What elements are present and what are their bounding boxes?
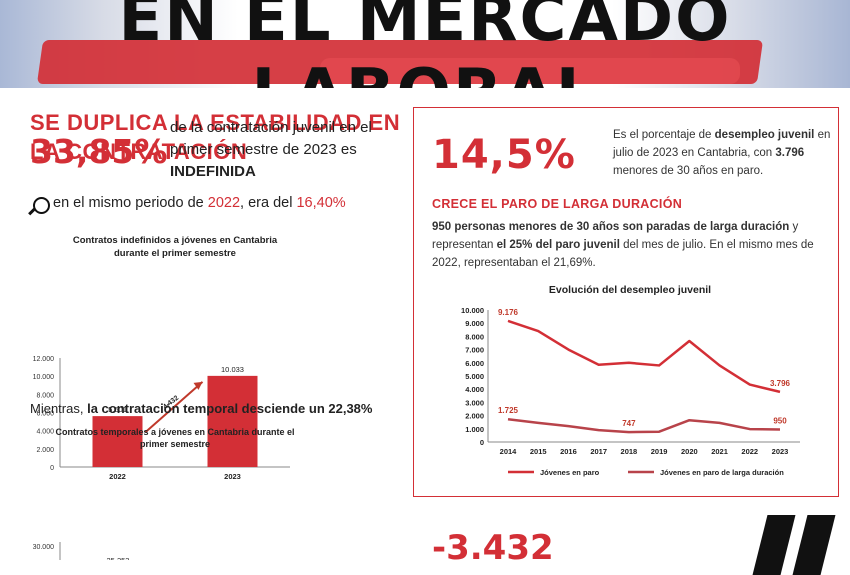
chart-temporales: 30.000 25.253 — [33, 542, 130, 560]
data-label: 5.601 — [108, 405, 127, 414]
growth-arrow — [144, 381, 204, 433]
quote-mark-icon — [792, 515, 836, 575]
y-tick-label: 1.000 — [465, 425, 484, 434]
stat-text-a: de la contratación juvenil en el primer … — [170, 119, 372, 158]
data-label: 3.796 — [770, 379, 791, 388]
chart-indefinidos: 0 2.000 4.000 6.000 8.000 10.000 12.000 5.601 20… — [33, 356, 290, 480]
y-tick-label: 2.000 — [36, 447, 54, 454]
stat-text: de la contratación juvenil en el primer … — [170, 117, 410, 183]
compare-value: 16,40% — [296, 195, 346, 211]
x-tick-label: 2019 — [651, 447, 668, 456]
unemployment-panel — [413, 107, 839, 497]
compare-a: en el mismo periodo de — [53, 195, 204, 211]
desempleo-text: Es el porcentaje de desempleo juvenil en… — [613, 126, 843, 180]
quote-mark-icon — [752, 515, 796, 575]
x-tick-label: 2014 — [500, 447, 518, 456]
x-tick-label: 2016 — [560, 447, 577, 456]
compare-year: 2022 — [207, 195, 241, 211]
mientras-a: Mientras, — [30, 401, 84, 416]
x-tick-label: 2023 — [224, 472, 241, 480]
data-label: 9.176 — [498, 308, 519, 317]
bar — [207, 375, 258, 467]
headline: SE DUPLICA LA ESTABILIDAD EN LA CONTRATA… — [30, 110, 401, 164]
stat-text-b: INDEFINIDA — [170, 163, 256, 180]
stat-indefinida: 33,85% — [30, 132, 168, 171]
y-tick-label: 8.000 — [465, 332, 484, 341]
y-tick-label: 3.000 — [465, 398, 484, 407]
x-tick-label: 2022 — [741, 447, 758, 456]
series-line — [507, 319, 781, 394]
chart2-title: Contratos temporales a jóvenes en Cantab… — [55, 427, 295, 449]
stat-bottom: -3.432 — [432, 528, 554, 568]
y-tick-label: 8.000 — [36, 392, 54, 399]
bar — [92, 416, 143, 467]
x-tick-label: 2020 — [681, 447, 698, 456]
x-tick-label: 2023 — [772, 447, 789, 456]
para-c: el 25% del paro juvenil — [496, 239, 620, 251]
left-column: SE DUPLICA LA ESTABILIDAD EN LA CONTRATA… — [0, 88, 410, 560]
compare-b: , era del — [240, 195, 293, 211]
y-tick-label: 30.000 — [33, 544, 55, 551]
mientras-text: Mientras, la contratación temporal desci… — [30, 401, 372, 416]
y-tick-label: 5.000 — [465, 372, 484, 381]
para-a: 950 personas menores de 30 años son para… — [432, 221, 790, 233]
desempleo-a: Es el porcentaje de — [613, 129, 712, 141]
data-label: 950 — [773, 416, 787, 425]
desempleo-b: desempleo juvenil — [714, 129, 815, 141]
y-tick-label: 4.000 — [36, 429, 54, 436]
mientras-b: la contratación temporal desciende un 22… — [87, 401, 373, 416]
page-title: EN EL MERCADO LABORAL — [118, 0, 732, 88]
y-tick-label: 0 — [50, 465, 54, 472]
y-tick-label: 0 — [480, 438, 484, 447]
data-label: 10.033 — [221, 365, 244, 374]
para-d: del mes de julio. En el mismo mes de 202… — [432, 239, 814, 269]
data-label: 25.253 — [107, 556, 130, 560]
desempleo-d: 3.796 — [775, 147, 805, 159]
y-tick-label: 4.000 — [465, 385, 484, 394]
y-tick-label: 10.000 — [461, 306, 484, 315]
title-banner: EN EL MERCADO LABORAL — [0, 0, 850, 88]
para-b: y representan — [432, 221, 799, 251]
desempleo-c: en julio de 2023 en Cantabria, con — [613, 129, 831, 159]
growth-arrow-head — [193, 381, 203, 390]
brush-stroke — [320, 58, 740, 84]
x-tick-label: 2018 — [621, 447, 638, 456]
compare-text: en el mismo periodo de 2022, era del 16,… — [53, 195, 346, 211]
data-label: 747 — [622, 419, 636, 428]
y-tick-label: 9.000 — [465, 319, 484, 328]
y-tick-label: 6.000 — [36, 411, 54, 418]
legend-label: Jóvenes en paro — [540, 468, 600, 477]
x-tick-label: 2017 — [590, 447, 607, 456]
stat-desempleo: 14,5% — [432, 132, 576, 178]
y-tick-label: 6.000 — [465, 359, 484, 368]
chart-evolucion: 0 1.000 2.000 3.000 4.000 5.000 6.000 7.000 8.00… — [461, 306, 800, 477]
y-tick-label: 2.000 — [465, 412, 484, 421]
series-line — [507, 417, 781, 434]
subtitle-larga-duracion: CRECE EL PARO DE LARGA DURACIÓN — [432, 197, 683, 211]
x-tick-label: 2015 — [530, 447, 547, 456]
larga-duracion-text: 950 personas menores de 30 años son para… — [432, 218, 837, 272]
magnifier-icon — [33, 197, 50, 214]
y-tick-label: 12.000 — [33, 356, 55, 363]
desempleo-e: menores de 30 años en paro. — [613, 165, 764, 177]
y-tick-label: 10.000 — [33, 374, 55, 381]
y-tick-label: 7.000 — [465, 346, 484, 355]
legend-label: Jóvenes en paro de larga duración — [660, 468, 784, 477]
x-tick-label: 2021 — [711, 447, 728, 456]
chart3-title: Evolución del desempleo juvenil — [548, 284, 712, 296]
chart1-title: Contratos indefinidos a jóvenes en Canta… — [72, 235, 278, 259]
data-label: 1.725 — [498, 406, 519, 415]
x-tick-label: 2022 — [109, 472, 126, 480]
